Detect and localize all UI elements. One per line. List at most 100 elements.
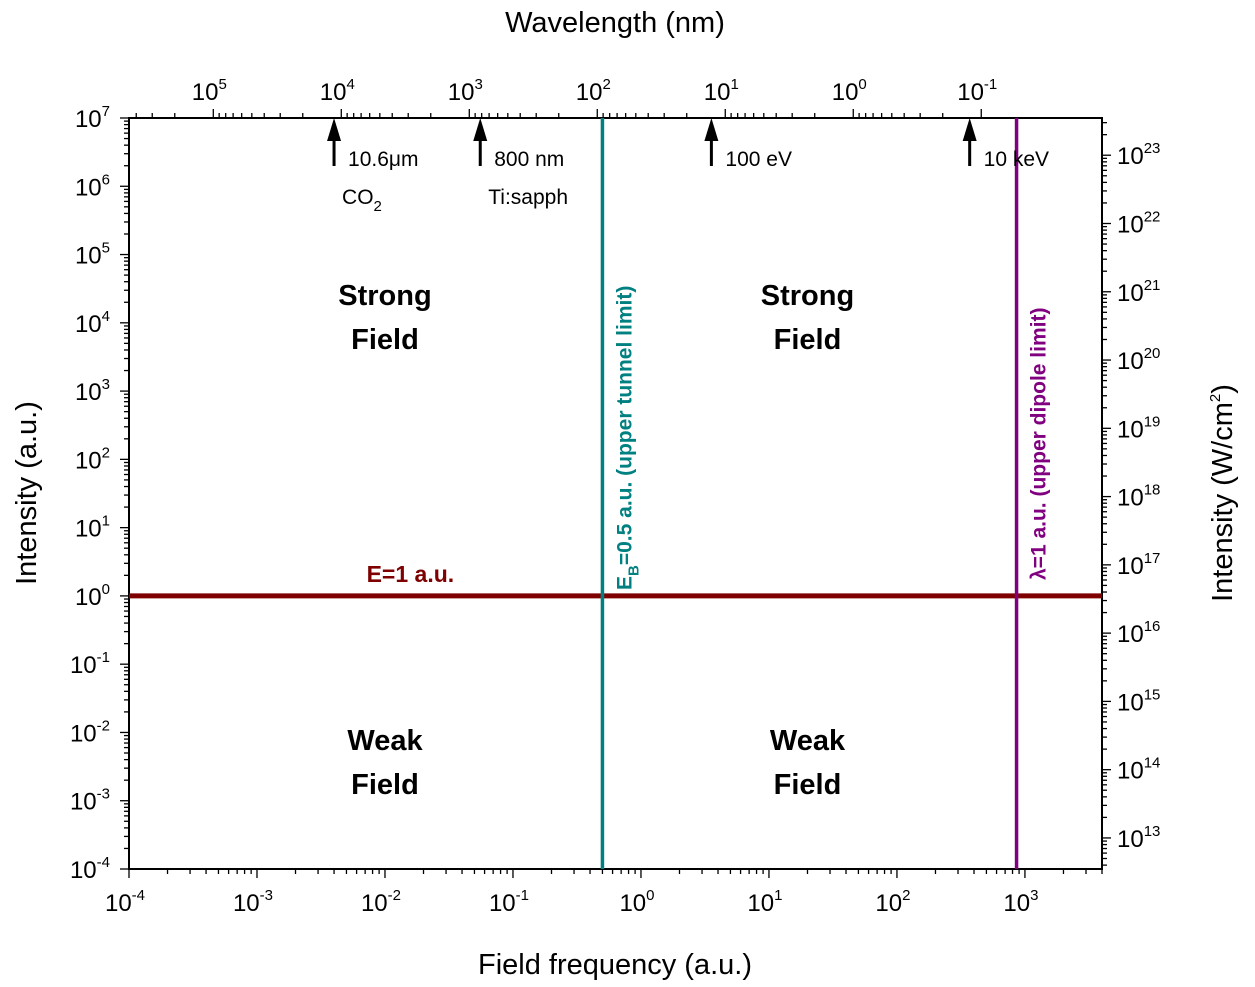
y-tick-label-base: 10 [70,789,97,816]
dipole-limit-label: λ=1 a.u. (upper dipole limit) [1028,308,1051,580]
y-tick-label-exp: 6 [102,171,110,188]
x-tick-label: 10-3 [233,887,273,917]
y-tick-label-exp: 3 [102,376,110,393]
top-tick-label-base: 10 [832,79,859,106]
top-tick-label: 103 [448,76,483,106]
right-tick-label-base: 10 [1117,758,1144,785]
right-tick-label: 1017 [1117,550,1160,580]
top-tick-label: 10-1 [957,76,997,106]
right-tick-label-exp: 20 [1144,345,1161,362]
right-tick-label-exp: 16 [1144,618,1161,635]
x-tick-label-base: 10 [233,890,260,917]
right-axis-title: Intensity (W/cm2) [1207,384,1239,602]
x-tick-label-base: 10 [489,890,516,917]
x-tick-label-exp: 1 [774,887,782,904]
top-tick-label: 105 [192,76,227,106]
top-tick-label: 104 [320,76,355,106]
y-tick-label-base: 10 [75,243,102,270]
y-tick-label-exp: 1 [102,513,110,530]
arrow-sublabel-main: Ti:sapph [488,186,568,209]
right-tick-label-exp: 17 [1144,550,1161,567]
region-label-line1: Strong [338,280,431,312]
y-tick-label-base: 10 [75,311,102,338]
y-tick-label: 107 [75,103,110,133]
limit-label-sub: B [625,565,642,576]
limit-lines: E=1 a.u. EB=0.5 a.u. (upper tunnel limit)… [129,118,1102,869]
right-tick-label-exp: 22 [1144,208,1161,225]
region-label-line2: Field [351,769,419,801]
top-tick-label: 100 [832,76,867,106]
top-tick-label: 102 [576,76,611,106]
right-tick-label-base: 10 [1117,689,1144,716]
x-tick-label-base: 10 [747,890,774,917]
right-tick-label: 1016 [1117,618,1160,648]
top-tick-label-exp: 4 [346,76,354,93]
y-tick-label-exp: -3 [97,786,110,803]
region-label-line2: Field [774,324,842,356]
y-tick-label: 101 [75,513,110,543]
x-tick-label-base: 10 [105,890,132,917]
arrow-head [704,118,719,141]
arrow-label: 100 eV [725,148,792,171]
right-tick-label-base: 10 [1117,621,1144,648]
right-axis-title-main: Intensity (W/cm [1207,402,1239,602]
right-tick-label-exp: 23 [1144,140,1161,157]
x-tick-label-exp: -2 [388,887,401,904]
y-tick-label-exp: -4 [97,854,110,871]
arrow-sublabel: CO2 [342,186,382,215]
y-tick-label-exp: 0 [102,581,110,598]
y-tick-label: 10-3 [70,786,110,816]
tunnel-limit-label: EB=0.5 a.u. (upper tunnel limit) [613,286,642,590]
arrow-label: 800 nm [494,148,564,171]
top-tick-label-exp: 0 [858,76,866,93]
y-tick-label: 104 [75,308,110,338]
y-axis-title: Intensity (a.u.) [11,401,43,585]
x-tick-label: 103 [1003,887,1038,917]
x-tick-label-base: 10 [361,890,388,917]
plot-frame [128,117,1103,870]
arrow-label: 10 keV [984,148,1049,171]
right-tick-label-base: 10 [1117,280,1144,307]
y-tick-label-exp: 2 [102,444,110,461]
y-tick-label: 100 [75,581,110,611]
y-tick-label-exp: -1 [97,649,110,666]
right-axis-title-sup: 2 [1207,394,1224,402]
x-tick-label-exp: 3 [1030,887,1038,904]
right-tick-label: 1021 [1117,277,1160,307]
y-tick-label: 106 [75,171,110,201]
y-tick-label-exp: -2 [97,717,110,734]
top-tick-label-base: 10 [957,79,984,106]
top-tick-label-base: 10 [576,79,603,106]
top-tick-label-exp: 2 [602,76,610,93]
right-tick-label: 1013 [1117,823,1160,853]
x-tick-label-base: 10 [619,890,646,917]
top-tick-label-base: 10 [320,79,347,106]
right-tick-label: 1019 [1117,413,1160,443]
right-tick-label-base: 10 [1117,416,1144,443]
arrow-sublabel: Ti:sapph [488,186,568,209]
right-tick-label-exp: 15 [1144,686,1161,703]
regime-labels: Strong Field Strong Field Weak Field Weak Field [338,280,854,801]
arrow-head [327,118,342,141]
region-label-line1: Strong [761,280,854,312]
top-tick-label-exp: -1 [984,76,997,93]
y-tick-label: 102 [75,444,110,474]
region-label-line1: Weak [770,725,846,757]
y-tick-label: 10-4 [70,854,110,884]
right-tick-label: 1014 [1117,755,1160,785]
x-axis-title: Field frequency (a.u.) [478,949,752,981]
region-label-line1: Weak [347,725,423,757]
right-axis-title-end: ) [1207,384,1239,394]
y-tick-label: 105 [75,240,110,270]
arrow-sublabel-main: CO [342,186,374,209]
y-tick-label-exp: 5 [102,240,110,257]
y-tick-label-base: 10 [75,174,102,201]
arrow-sublabel-sub: 2 [374,198,382,215]
y-tick-label-base: 10 [75,516,102,543]
right-tick-label-base: 10 [1117,826,1144,853]
right-tick-label-exp: 19 [1144,413,1161,430]
right-tick-label-exp: 14 [1144,755,1161,772]
top-tick-label-base: 10 [704,79,731,106]
y-tick-label-base: 10 [70,652,97,679]
